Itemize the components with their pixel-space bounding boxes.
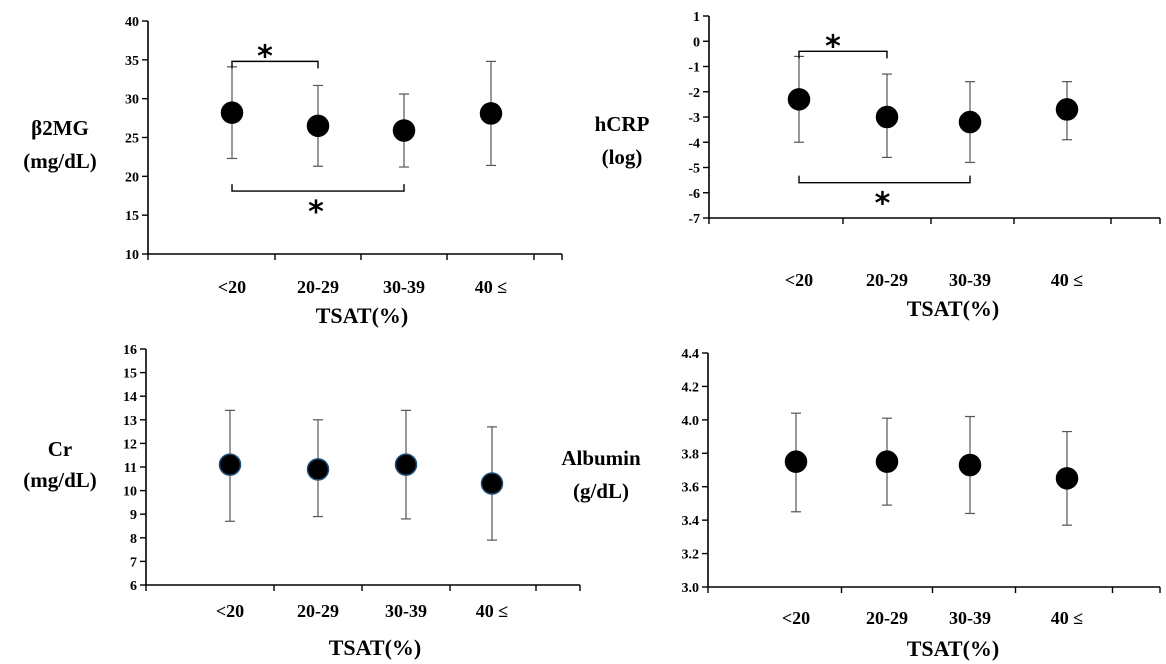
panel-1-x-category-label: 40 ≤ bbox=[475, 277, 508, 297]
panel-4-x-category-label: 40 ≤ bbox=[1051, 608, 1084, 628]
panel-2-x-axis-title: TSAT(%) bbox=[907, 296, 1000, 321]
panel-2-y-axis-title: (log) bbox=[602, 145, 643, 169]
panel-2-y-tick-label: -1 bbox=[688, 61, 700, 76]
panel-3-y-tick-label: 14 bbox=[123, 390, 137, 405]
panel-1-x-axis-title: TSAT(%) bbox=[316, 303, 409, 328]
panel-3-y-tick-label: 9 bbox=[130, 508, 137, 523]
panel-1-data-point bbox=[306, 114, 330, 138]
panel-1-data-point bbox=[479, 102, 503, 125]
panel-4-y-tick-label: 3.8 bbox=[682, 447, 700, 462]
panel-2-significance-bracket bbox=[798, 50, 888, 59]
panel-1-y-tick-label: 20 bbox=[125, 170, 139, 185]
panel-2-y-tick-label: -5 bbox=[688, 162, 700, 177]
panel-1-data-point bbox=[392, 119, 416, 142]
panel-2-x-category-label: 20-29 bbox=[866, 270, 908, 290]
panel-4-y-tick-label: 3.4 bbox=[682, 514, 700, 529]
panel-1-y-tick-label: 15 bbox=[125, 209, 139, 224]
panel-4-y-tick-label: 3.6 bbox=[682, 481, 700, 496]
panel-3-y-tick-label: 7 bbox=[130, 555, 137, 570]
panel-4-x-category-label: 30-39 bbox=[949, 608, 991, 628]
panel-3-y-tick-label: 8 bbox=[130, 532, 137, 547]
panel-3-data-point bbox=[218, 453, 242, 476]
panel-2-y-tick-label: 1 bbox=[693, 10, 700, 25]
panel-3-data-point bbox=[480, 472, 504, 495]
panel-2-data-point bbox=[875, 105, 899, 129]
panel-3-y-tick-label: 6 bbox=[130, 579, 137, 594]
panel-2-significance-asterisk: * bbox=[825, 29, 841, 64]
panel-3-x-category-label: <20 bbox=[216, 601, 244, 621]
panel-1-x-category-label: <20 bbox=[218, 277, 246, 297]
panel-4-y-axis-title: Albumin bbox=[561, 446, 641, 470]
panel-1-x-category-label: 20-29 bbox=[297, 277, 339, 297]
panel-1-significance-asterisk: * bbox=[257, 39, 273, 74]
panel-1-significance-bracket bbox=[231, 184, 405, 192]
panel-4-x-category-label: <20 bbox=[782, 608, 810, 628]
panel-2-y-tick-label: -4 bbox=[688, 136, 700, 151]
panel-2-x-category-label: 30-39 bbox=[949, 270, 991, 290]
panel-3-y-tick-label: 12 bbox=[123, 437, 137, 452]
panel-3-x-category-label: 40 ≤ bbox=[476, 601, 509, 621]
panel-2-y-tick-label: -2 bbox=[688, 86, 700, 101]
panel-3-y-tick-label: 10 bbox=[123, 485, 137, 500]
panel-4-data-point bbox=[784, 450, 808, 473]
panel-1-significance-asterisk: * bbox=[308, 195, 324, 230]
panel-4-y-tick-label: 3.2 bbox=[682, 548, 700, 563]
panel-2-y-tick-label: 0 bbox=[693, 35, 700, 50]
panel-3-x-category-label: 30-39 bbox=[385, 601, 427, 621]
panel-3-y-axis-title: Cr bbox=[48, 437, 73, 461]
panel-2-data-point bbox=[958, 110, 982, 134]
panel-1-y-tick-label: 25 bbox=[125, 132, 139, 147]
panel-1-y-axis-title: β2MG bbox=[31, 116, 89, 140]
panel-4-x-category-label: 20-29 bbox=[866, 608, 908, 628]
panel-1-significance-bracket bbox=[231, 60, 319, 69]
panel-1-y-tick-label: 10 bbox=[125, 248, 139, 263]
panel-1-y-tick-label: 30 bbox=[125, 93, 139, 108]
panel-4-y-tick-label: 4.2 bbox=[682, 380, 700, 395]
panel-4-x-axis-title: TSAT(%) bbox=[907, 636, 1000, 661]
panel-3-data-point bbox=[306, 458, 330, 481]
panel-1-data-point bbox=[220, 101, 244, 124]
panel-2-y-tick-label: -3 bbox=[688, 111, 700, 126]
panel-2-y-tick-label: -6 bbox=[688, 187, 700, 202]
panel-3-y-tick-label: 15 bbox=[123, 367, 137, 382]
panel-2-x-category-label: 40 ≤ bbox=[1051, 270, 1084, 290]
panel-1-y-tick-label: 40 bbox=[125, 15, 139, 30]
panel-2-x-category-label: <20 bbox=[785, 270, 813, 290]
panel-1-y-tick-label: 35 bbox=[125, 54, 139, 69]
panel-3-data-point bbox=[394, 453, 418, 476]
panel-4-y-tick-label: 3.0 bbox=[682, 581, 700, 596]
panel-1-y-axis-title: (mg/dL) bbox=[23, 149, 97, 173]
panel-2-significance-bracket bbox=[798, 175, 971, 184]
panel-1-x-category-label: 30-39 bbox=[383, 277, 425, 297]
panel-3-x-category-label: 20-29 bbox=[297, 601, 339, 621]
panel-3-y-tick-label: 11 bbox=[124, 461, 137, 476]
panel-4-y-tick-label: 4.4 bbox=[682, 347, 700, 362]
panel-4-data-point bbox=[958, 453, 982, 477]
panel-2-y-axis-title: hCRP bbox=[595, 112, 650, 136]
panel-3-y-tick-label: 13 bbox=[123, 414, 137, 429]
panel-3-y-axis-title: (mg/dL) bbox=[23, 468, 97, 492]
panel-2-y-tick-label: -7 bbox=[688, 212, 700, 227]
panel-4-data-point bbox=[1055, 467, 1079, 490]
panel-3-y-tick-label: 16 bbox=[123, 343, 137, 358]
panel-3-x-axis-title: TSAT(%) bbox=[329, 635, 422, 660]
panel-2-significance-asterisk: * bbox=[875, 187, 891, 222]
panel-4-y-axis-title: (g/dL) bbox=[573, 479, 629, 503]
panel-2-data-point bbox=[787, 88, 811, 111]
panel-4-y-tick-label: 4.0 bbox=[682, 414, 700, 429]
panel-4-data-point bbox=[875, 450, 899, 473]
panel-2-data-point bbox=[1055, 98, 1079, 121]
